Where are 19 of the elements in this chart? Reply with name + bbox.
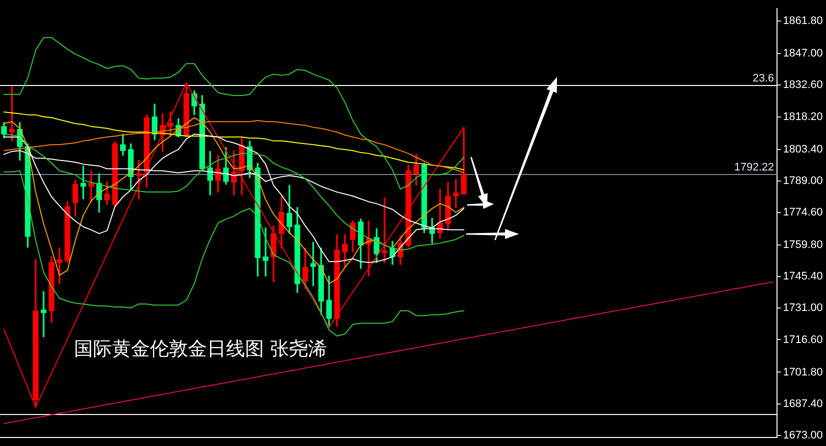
annotation: 国际黄金伦敦金日线图 张尧浠 <box>74 338 328 360</box>
y-tick-label: 1745.40 <box>783 270 823 283</box>
y-tick-label: 1847.00 <box>783 48 823 60</box>
y-tick-label: 1716.60 <box>783 334 823 346</box>
y-tick-label: 1789.00 <box>783 174 823 187</box>
y-tick-label: 1673.00 <box>783 429 823 442</box>
y-tick-label: 1731.00 <box>783 302 823 314</box>
y-tick-label: 1687.40 <box>783 398 823 410</box>
ref-line-label: 1792.22 <box>734 162 774 174</box>
y-tick-label: 1818.20 <box>783 110 823 123</box>
y-tick-label: 1701.80 <box>783 366 823 378</box>
candlestick <box>382 197 388 263</box>
y-tick-label: 1832.60 <box>783 79 823 92</box>
y-tick-label: 1774.60 <box>783 206 823 218</box>
y-tick-label: 1803.40 <box>783 143 823 156</box>
candlestick <box>56 248 62 284</box>
annotation: 23.6 <box>752 72 774 85</box>
y-tick-label: 1759.80 <box>783 238 823 251</box>
y-tick-label: 1861.80 <box>783 15 823 28</box>
